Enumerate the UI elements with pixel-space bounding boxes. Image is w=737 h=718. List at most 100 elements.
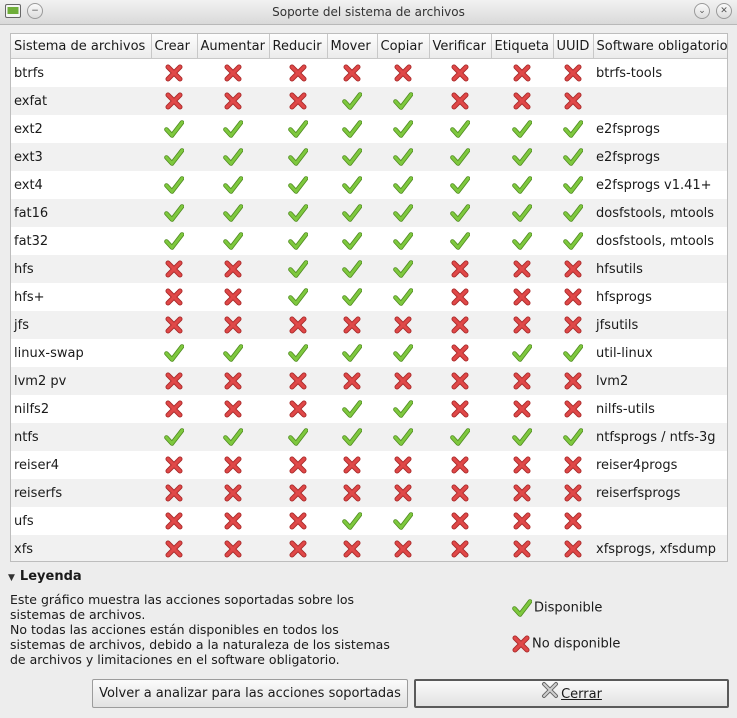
required-software: dosfstools, mtools bbox=[596, 233, 715, 249]
check-icon bbox=[269, 339, 327, 367]
legend-unavailable-label: No disponible bbox=[532, 636, 621, 652]
col-filesystem-header[interactable]: Sistema de archivos bbox=[11, 34, 152, 59]
table-row[interactable]: linux-swap util-linux bbox=[11, 339, 727, 367]
cross-icon bbox=[491, 535, 553, 561]
cross-icon bbox=[429, 283, 491, 311]
check-icon bbox=[377, 255, 429, 283]
table-row[interactable]: ext3 e2fsprogs bbox=[11, 143, 727, 171]
check-icon bbox=[491, 339, 553, 367]
required-software: dosfstools, mtools bbox=[593, 199, 727, 227]
check-icon bbox=[377, 143, 429, 171]
col-grow-header[interactable]: Aumentar bbox=[197, 34, 270, 59]
legend-line: sistemas de archivos. bbox=[10, 607, 146, 622]
table-row[interactable]: btrfs btrfs-tools bbox=[11, 59, 727, 88]
minimize-button[interactable]: ⌄ bbox=[694, 3, 710, 19]
cross-icon bbox=[197, 59, 269, 88]
rescan-button[interactable]: Volver a analizar para las acciones sopo… bbox=[92, 679, 408, 708]
cross-icon bbox=[377, 479, 429, 507]
check-icon bbox=[151, 227, 197, 255]
cross-icon bbox=[553, 311, 593, 339]
window-title: Soporte del sistema de archivos bbox=[272, 5, 465, 19]
legend-line: sistemas de archivos, debido a la natura… bbox=[10, 637, 390, 652]
check-icon bbox=[151, 423, 197, 451]
cross-icon bbox=[377, 535, 429, 561]
col-check-header[interactable]: Verificar bbox=[429, 34, 492, 59]
check-icon bbox=[327, 227, 377, 255]
table-row[interactable]: lvm2 pv lvm2 bbox=[11, 367, 727, 395]
check-icon bbox=[377, 339, 429, 367]
table-row[interactable]: xfs xfsprogs, xfsdump bbox=[11, 535, 727, 561]
table-row[interactable]: fat16 dosfstools, mtools bbox=[11, 199, 727, 227]
cross-icon bbox=[429, 507, 491, 535]
check-icon bbox=[197, 143, 269, 171]
check-icon bbox=[553, 115, 593, 143]
filesystem-name: ext4 bbox=[14, 177, 43, 193]
cross-icon bbox=[197, 367, 269, 395]
cross-icon bbox=[197, 255, 269, 283]
table-row[interactable]: fat32 dosfstools, mtools bbox=[11, 227, 727, 255]
check-icon bbox=[491, 423, 553, 451]
table-row[interactable]: ext4 e2fsprogs v1.41+ bbox=[11, 171, 727, 199]
required-software: e2fsprogs v1.41+ bbox=[596, 177, 712, 193]
table-row[interactable]: reiserfs reiserfsprogs bbox=[11, 479, 727, 507]
check-icon bbox=[327, 283, 377, 311]
check-icon bbox=[429, 227, 491, 255]
cross-icon bbox=[491, 59, 553, 88]
cross-icon bbox=[429, 479, 491, 507]
filesystem-name: reiserfs bbox=[11, 479, 151, 507]
legend-expander[interactable]: ▼ Leyenda bbox=[8, 569, 82, 584]
cross-icon bbox=[491, 311, 553, 339]
table-row[interactable]: reiser4 reiser4progs bbox=[11, 451, 727, 479]
col-label-header[interactable]: Etiqueta bbox=[491, 34, 554, 59]
col-required-software-header[interactable]: Software obligatorio bbox=[593, 34, 727, 59]
cross-icon bbox=[269, 87, 327, 115]
rescan-label: Volver a analizar para las acciones sopo… bbox=[99, 686, 401, 701]
check-icon bbox=[327, 171, 377, 199]
close-button[interactable]: Cerrar bbox=[414, 679, 729, 708]
col-shrink-header[interactable]: Reducir bbox=[269, 34, 328, 59]
legend-title: Leyenda bbox=[19, 569, 82, 584]
required-software: util-linux bbox=[596, 345, 653, 361]
cross-icon bbox=[327, 311, 377, 339]
cross-icon bbox=[327, 479, 377, 507]
required-software: e2fsprogs bbox=[593, 143, 727, 171]
col-uuid-header[interactable]: UUID bbox=[553, 34, 594, 59]
check-icon bbox=[327, 339, 377, 367]
check-icon bbox=[327, 199, 377, 227]
filesystem-name: fat32 bbox=[14, 233, 49, 249]
cross-icon bbox=[429, 59, 491, 88]
cross-icon bbox=[429, 311, 491, 339]
check-icon bbox=[327, 395, 377, 423]
cross-icon bbox=[491, 283, 553, 311]
check-icon bbox=[429, 143, 491, 171]
col-copy-header[interactable]: Copiar bbox=[377, 34, 430, 59]
table-row[interactable]: ufs bbox=[11, 507, 727, 535]
cross-icon bbox=[151, 311, 197, 339]
cross-icon bbox=[553, 507, 593, 535]
close-window-button[interactable]: ✕ bbox=[716, 3, 732, 19]
table-row[interactable]: ext2 e2fsprogs bbox=[11, 115, 727, 143]
cross-icon bbox=[151, 535, 197, 561]
check-icon bbox=[269, 171, 327, 199]
cross-icon bbox=[151, 395, 197, 423]
cross-icon bbox=[151, 451, 197, 479]
cross-icon bbox=[429, 395, 491, 423]
cross-icon bbox=[269, 395, 327, 423]
required-software: hfsutils bbox=[593, 255, 727, 283]
cross-icon bbox=[269, 451, 327, 479]
table-row[interactable]: exfat bbox=[11, 87, 727, 115]
menu-button[interactable]: − bbox=[27, 3, 43, 19]
col-create-header[interactable]: Crear bbox=[151, 34, 198, 59]
cross-icon bbox=[269, 479, 327, 507]
cross-icon bbox=[377, 59, 429, 88]
check-icon bbox=[491, 115, 553, 143]
table-row[interactable]: jfs jfsutils bbox=[11, 311, 727, 339]
col-move-header[interactable]: Mover bbox=[327, 34, 378, 59]
table-row[interactable]: hfs+ hfsprogs bbox=[11, 283, 727, 311]
table-row[interactable]: ntfs ntfsprogs / ntfs-3g bbox=[11, 423, 727, 451]
table-row[interactable]: nilfs2 nilfs-utils bbox=[11, 395, 727, 423]
cross-icon bbox=[491, 507, 553, 535]
cross-icon bbox=[553, 255, 593, 283]
cross-icon bbox=[151, 59, 197, 88]
table-row[interactable]: hfs hfsutils bbox=[11, 255, 727, 283]
